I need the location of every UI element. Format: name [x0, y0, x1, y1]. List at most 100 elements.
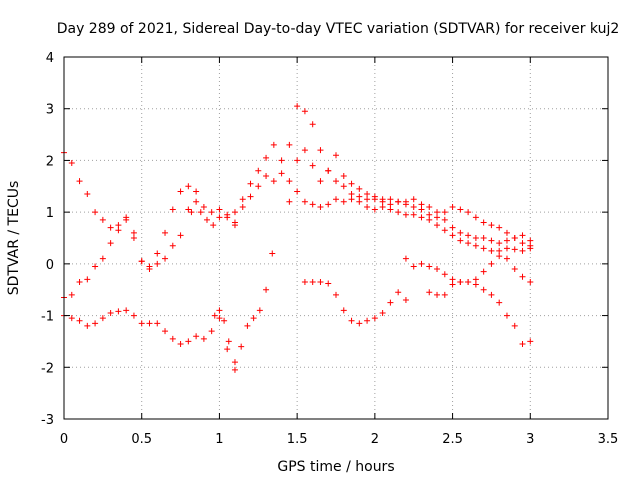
data-point-plus-marker	[138, 258, 145, 265]
data-point-plus-marker	[169, 206, 176, 213]
data-point-plus-marker	[301, 147, 308, 154]
data-point-plus-marker	[441, 216, 448, 223]
data-point-plus-marker	[123, 307, 130, 314]
data-point-plus-marker	[333, 152, 339, 159]
data-point-plus-marker	[154, 320, 161, 327]
data-point-plus-marker	[503, 255, 510, 262]
data-point-plus-marker	[511, 246, 518, 253]
data-point-plus-marker	[434, 222, 441, 229]
data-point-plus-marker	[379, 196, 386, 203]
data-point-plus-marker	[503, 237, 510, 244]
data-point-plus-marker	[68, 291, 75, 298]
data-point-plus-marker	[519, 273, 526, 280]
data-point-plus-marker	[426, 203, 433, 210]
data-point-plus-marker	[169, 242, 176, 249]
data-point-plus-marker	[472, 214, 479, 221]
data-point-plus-marker	[527, 237, 534, 244]
data-point-plus-marker	[340, 183, 347, 190]
data-point-plus-marker	[527, 278, 534, 285]
data-point-plus-marker	[449, 276, 456, 283]
data-point-plus-marker	[488, 260, 495, 267]
data-point-plus-marker	[185, 206, 192, 213]
y-tick-label: 4	[46, 51, 54, 66]
data-point-plus-marker	[488, 291, 495, 298]
data-point-plus-marker	[309, 121, 316, 128]
data-point-plus-marker	[197, 209, 204, 216]
data-point-plus-marker	[511, 266, 518, 273]
data-point-plus-marker	[162, 229, 169, 236]
data-point-plus-marker	[185, 183, 192, 190]
data-point-plus-marker	[418, 260, 425, 267]
data-point-plus-marker	[348, 180, 355, 187]
data-point-plus-marker	[294, 188, 301, 195]
data-point-plus-marker	[247, 193, 254, 200]
data-point-plus-marker	[154, 250, 161, 257]
data-point-plus-marker	[418, 201, 425, 208]
data-point-plus-marker	[177, 188, 184, 195]
data-point-plus-marker	[162, 255, 169, 262]
data-point-plus-marker	[325, 280, 332, 287]
data-point-plus-marker	[123, 214, 130, 221]
series-s7	[211, 250, 276, 366]
data-point-plus-marker	[76, 178, 83, 185]
data-point-plus-marker	[418, 206, 425, 213]
data-point-plus-marker	[107, 309, 114, 316]
data-point-plus-marker	[162, 328, 169, 335]
data-point-plus-marker	[395, 209, 402, 216]
data-point-plus-marker	[177, 232, 184, 239]
data-point-plus-marker	[371, 206, 378, 213]
x-tick-label: 0.5	[131, 432, 152, 447]
data-point-plus-marker	[527, 242, 534, 249]
data-point-plus-marker	[434, 291, 441, 298]
data-point-plus-marker	[511, 322, 518, 329]
data-point-plus-marker	[115, 227, 122, 234]
data-point-plus-marker	[255, 183, 262, 190]
data-point-plus-marker	[519, 240, 526, 247]
data-point-plus-marker	[387, 299, 394, 306]
data-point-plus-marker	[107, 224, 114, 231]
data-point-plus-marker	[364, 203, 371, 210]
data-point-plus-marker	[169, 335, 176, 342]
data-point-plus-marker	[278, 157, 285, 164]
data-point-plus-marker	[449, 224, 456, 231]
data-point-plus-marker	[426, 263, 433, 270]
data-point-plus-marker	[84, 322, 91, 329]
data-point-plus-marker	[255, 167, 262, 174]
data-point-plus-marker	[216, 214, 223, 221]
data-point-plus-marker	[472, 242, 479, 249]
data-point-plus-marker	[263, 286, 270, 293]
data-point-plus-marker	[68, 315, 75, 322]
x-tick-label: 0	[60, 432, 68, 447]
data-point-plus-marker	[488, 247, 495, 254]
data-point-plus-marker	[294, 103, 301, 110]
data-point-plus-marker	[256, 307, 263, 314]
tick-labels: 0 0.5 1 1.5 2 2.5 3 3.5 -3 -2 -1 0 1 2 3 4	[41, 51, 618, 447]
data-point-plus-marker	[76, 317, 83, 324]
data-point-plus-marker	[387, 201, 394, 208]
data-point-plus-marker	[371, 193, 378, 200]
data-point-plus-marker	[426, 216, 433, 223]
data-point-plus-marker	[488, 237, 495, 244]
data-point-plus-marker	[457, 237, 464, 244]
data-point-plus-marker	[216, 307, 223, 314]
data-point-plus-marker	[269, 250, 276, 257]
data-point-plus-marker	[449, 232, 456, 239]
data-point-plus-marker	[356, 193, 363, 200]
data-point-plus-marker	[480, 286, 487, 293]
data-point-plus-marker	[348, 196, 355, 203]
data-point-plus-marker	[107, 240, 114, 247]
data-point-plus-marker	[480, 219, 487, 226]
data-point-plus-marker	[270, 178, 277, 185]
data-point-plus-marker	[309, 278, 316, 285]
data-point-plus-marker	[465, 240, 472, 247]
data-point-plus-marker	[130, 312, 137, 319]
data-point-plus-marker	[402, 211, 409, 218]
y-tick-label: 0	[46, 258, 54, 273]
series-s8	[301, 278, 409, 327]
data-point-plus-marker	[379, 203, 386, 210]
y-tick-label: -2	[41, 361, 54, 376]
data-point-plus-marker	[225, 338, 232, 345]
data-point-plus-marker	[503, 229, 510, 236]
